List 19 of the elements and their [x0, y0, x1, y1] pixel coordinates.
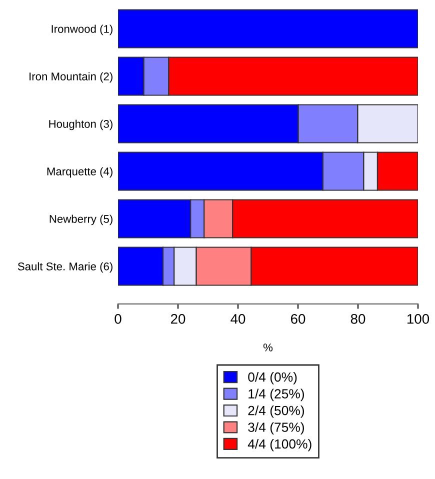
y-tick-label: Sault Ste. Marie (6): [18, 262, 112, 273]
legend-label: 0/4 (0%): [248, 372, 297, 384]
legend-label: 1/4 (25%): [248, 388, 304, 402]
x-axis-title: %: [263, 344, 273, 352]
legend-label: 2/4 (50%): [248, 406, 304, 418]
x-tick-label: 0: [114, 314, 122, 324]
x-tick-label: 40: [230, 314, 246, 324]
x-tick-label: 100: [407, 314, 430, 324]
y-tick-label: Newberry (5): [50, 214, 112, 226]
bar: [118, 9, 418, 48]
y-tick-label: Ironwood (1): [52, 24, 112, 36]
x-tick-label: 20: [170, 314, 186, 324]
legend-label: 4/4 (100%): [248, 438, 312, 452]
x-tick-label: 80: [350, 314, 366, 324]
x-tick-label: 60: [290, 314, 306, 324]
y-tick-label: Marquette (4): [47, 167, 112, 178]
y-tick-label: Iron Mountain (2): [30, 72, 112, 83]
y-tick-label: Houghton (3): [49, 120, 112, 130]
legend-label: 3/4 (75%): [248, 422, 304, 435]
